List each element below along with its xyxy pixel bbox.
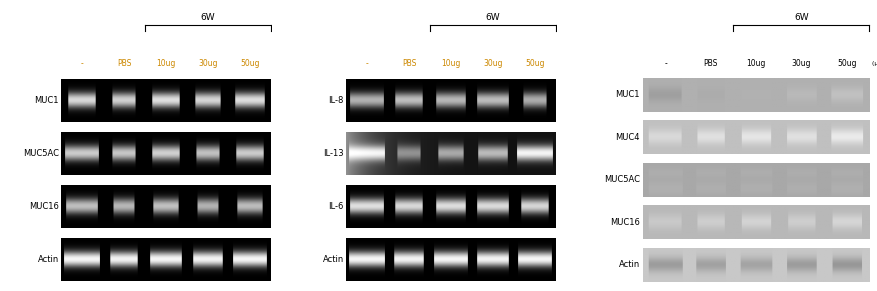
Text: MUC16: MUC16 [29,202,59,211]
Text: MUC5AC: MUC5AC [604,175,640,184]
Text: MUC16: MUC16 [610,218,640,227]
Text: Actin: Actin [323,255,344,264]
Text: 30ug: 30ug [792,59,811,68]
Text: MUC4: MUC4 [616,133,640,142]
Text: 30ug: 30ug [483,59,503,68]
Text: -: - [664,59,667,68]
Text: -: - [81,59,83,68]
Text: 10ug: 10ug [746,59,766,68]
Text: 6W: 6W [795,13,809,22]
Text: PBS: PBS [703,59,718,68]
Text: Actin: Actin [619,260,640,269]
Text: 50ug: 50ug [525,59,545,68]
Text: MUC1: MUC1 [34,96,59,105]
Text: Actin: Actin [38,255,59,264]
Text: PBS: PBS [117,59,132,68]
Text: 10ug: 10ug [441,59,460,68]
Text: 6W: 6W [486,13,500,22]
Text: IL-6: IL-6 [328,202,344,211]
Text: 10ug: 10ug [156,59,175,68]
Text: IL-8: IL-8 [328,96,344,105]
Text: 30ug: 30ug [198,59,217,68]
Text: MUC1: MUC1 [616,90,640,99]
Text: IL-13: IL-13 [323,149,344,158]
Text: -: - [366,59,368,68]
Text: 50ug: 50ug [240,59,260,68]
Text: (μg/mL, 1h): (μg/mL, 1h) [872,61,877,66]
Text: MUC5AC: MUC5AC [23,149,59,158]
Text: 6W: 6W [201,13,215,22]
Text: PBS: PBS [402,59,417,68]
Text: 50ug: 50ug [837,59,857,68]
